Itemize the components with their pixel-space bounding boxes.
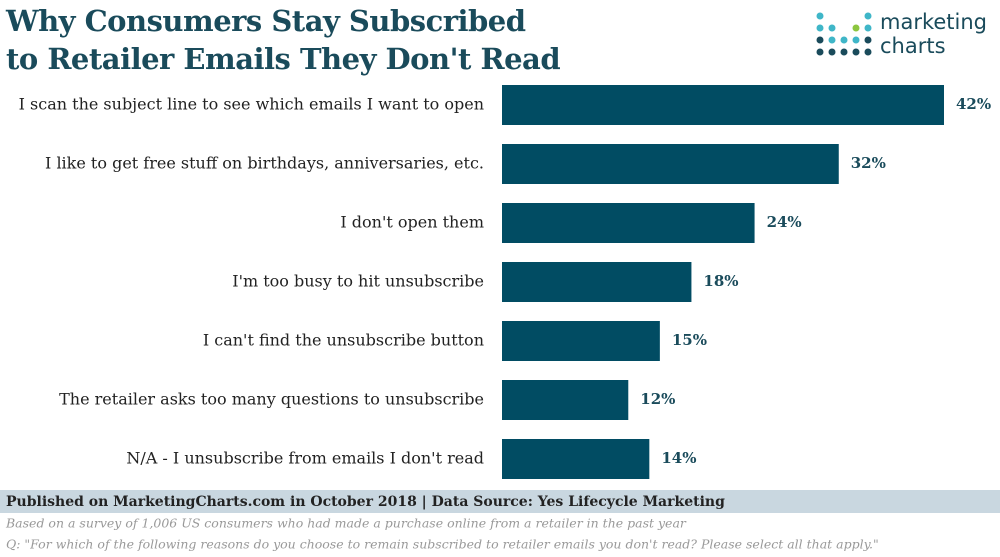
note: Based on a survey of 1,006 US consumers …: [5, 516, 687, 531]
bar: [502, 439, 650, 479]
value-label: 24%: [767, 213, 802, 231]
value-label: 32%: [851, 154, 886, 172]
category-label: N/A - I unsubscribe from emails I don't …: [126, 449, 484, 468]
category-label: I'm too busy to hit unsubscribe: [232, 272, 484, 291]
value-label: 42%: [956, 95, 991, 113]
logo-dots: [816, 12, 872, 56]
bar: [502, 144, 839, 184]
category-label: I don't open them: [340, 213, 484, 232]
bar: [502, 321, 660, 361]
value-label: 15%: [672, 331, 707, 349]
category-label: The retailer asks too many questions to …: [59, 390, 484, 409]
logo-text: marketing charts: [880, 10, 987, 58]
category-label: I like to get free stuff on birthdays, a…: [45, 154, 484, 173]
note: Q: "For which of the following reasons d…: [6, 537, 879, 552]
category-label: I can't find the unsubscribe button: [203, 331, 484, 350]
category-label: I scan the subject line to see which ema…: [19, 95, 484, 114]
source: Published on MarketingCharts.com in Octo…: [6, 494, 725, 510]
value-label: 12%: [640, 390, 675, 408]
bar: [502, 85, 944, 125]
chart-title: Why Consumers Stay Subscribed to Retaile…: [6, 4, 561, 76]
bar: [502, 203, 755, 243]
bar: [502, 380, 629, 420]
value-label: 18%: [703, 272, 738, 290]
value-label: 14%: [661, 449, 696, 467]
source-band: [0, 490, 1000, 513]
bar: [502, 262, 692, 302]
